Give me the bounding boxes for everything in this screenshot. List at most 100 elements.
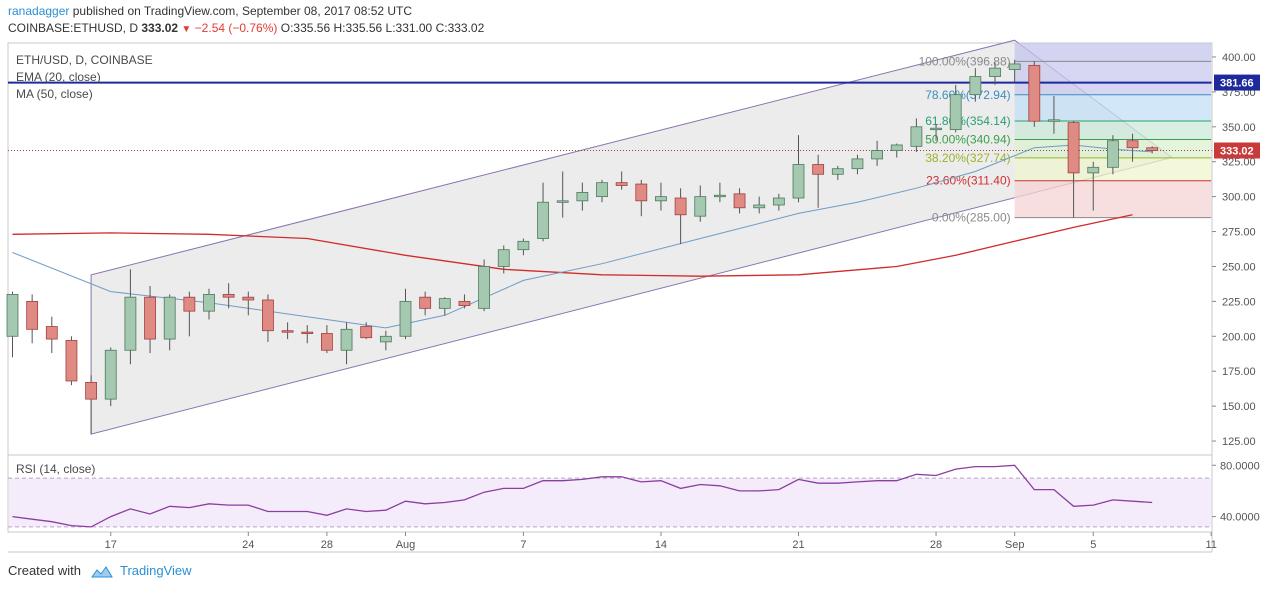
candle xyxy=(340,322,353,365)
candle xyxy=(1048,96,1060,134)
candle-body xyxy=(144,296,156,340)
time-tick-label: 21 xyxy=(792,539,804,551)
candle-body xyxy=(831,168,844,175)
candle xyxy=(1067,121,1080,218)
candle xyxy=(438,297,451,316)
candle-body xyxy=(1146,147,1159,151)
candle-body xyxy=(360,326,373,339)
candle-body xyxy=(1028,64,1041,122)
candle xyxy=(655,182,667,211)
fib-level-label: 78.60%(372.94) xyxy=(925,88,1010,102)
resistance-price-tag-box xyxy=(1214,74,1260,91)
rsi-tick-label: 40.0000 xyxy=(1220,512,1260,524)
down-arrow-icon: ▼ xyxy=(181,24,192,35)
candle xyxy=(399,288,412,340)
last-price: 333.02 xyxy=(141,21,179,35)
candle xyxy=(419,291,432,316)
tradingview-logo-icon xyxy=(90,565,113,578)
candle-body xyxy=(65,340,78,382)
candle xyxy=(714,182,726,203)
candle-body xyxy=(969,76,982,96)
candle-body xyxy=(379,335,392,343)
fib-level-label: 100.00%(396.88) xyxy=(919,54,1011,68)
candle xyxy=(458,294,471,309)
candle-body xyxy=(399,300,412,337)
candle-body xyxy=(772,197,785,206)
price-tick-label: 275.00 xyxy=(1222,227,1256,239)
price-tick-label: 325.00 xyxy=(1222,157,1256,169)
candle-body xyxy=(714,194,726,198)
candle-body xyxy=(537,201,549,239)
candle-body xyxy=(949,94,962,130)
candle xyxy=(360,322,373,340)
candle xyxy=(65,336,78,386)
candle xyxy=(812,154,825,208)
candle-body xyxy=(281,330,294,333)
candle-body xyxy=(576,192,589,202)
candle xyxy=(694,185,707,222)
candle-body xyxy=(910,126,923,147)
candle-body xyxy=(478,266,491,309)
fib-level-label: 0.00%(285.00) xyxy=(932,211,1011,225)
candle xyxy=(222,283,235,309)
rsi-band xyxy=(9,478,1211,527)
price-tick-label: 225.00 xyxy=(1222,296,1256,308)
time-tick-label: 14 xyxy=(655,539,667,551)
candle-body xyxy=(419,296,432,309)
candle xyxy=(537,182,549,242)
created-with-label: Created with xyxy=(8,563,81,578)
time-tick-label: 17 xyxy=(105,539,117,551)
price-tick-label: 175.00 xyxy=(1222,366,1256,378)
candle xyxy=(949,84,962,133)
candle-body xyxy=(753,204,766,209)
current-price-tag: 333.02 xyxy=(1220,146,1254,158)
candle xyxy=(851,154,864,175)
price-chart[interactable]: 100.00%(396.88) 78.60%(372.94) 61.80%(354.… xyxy=(0,0,1270,560)
candle-body xyxy=(183,296,196,312)
candle-body xyxy=(458,300,471,306)
candle xyxy=(969,68,982,102)
candle xyxy=(163,294,176,351)
candle xyxy=(320,325,333,354)
publish-info: ranadagger published on TradingView.com,… xyxy=(8,4,412,18)
candle xyxy=(45,316,58,354)
candle-body xyxy=(1067,122,1080,174)
candle xyxy=(831,165,844,180)
candle-body xyxy=(1048,119,1060,122)
legend-ema: EMA (20, close) xyxy=(16,70,101,84)
candle xyxy=(635,179,648,217)
candle xyxy=(890,143,903,158)
candle-body xyxy=(871,150,883,160)
candle xyxy=(104,347,117,407)
tradingview-brand[interactable]: TradingView xyxy=(120,563,192,578)
low-value: L:331.00 xyxy=(385,21,433,35)
ma50-line xyxy=(12,214,1133,277)
price-tick-label: 250.00 xyxy=(1222,261,1256,273)
candle-body xyxy=(890,144,903,151)
candle xyxy=(301,325,314,344)
time-tick-label: 24 xyxy=(242,539,254,551)
candle xyxy=(871,140,883,166)
candle-body xyxy=(792,164,805,199)
candle xyxy=(242,291,255,316)
candle xyxy=(379,330,392,351)
candle xyxy=(281,322,294,340)
rsi-line xyxy=(12,464,1153,528)
current-price-tag-box xyxy=(1214,142,1260,159)
rsi-tick-label: 80.0000 xyxy=(1220,460,1260,472)
candle xyxy=(910,118,923,152)
price-tick-label: 125.00 xyxy=(1222,436,1256,448)
candle-body xyxy=(262,299,274,332)
candle-body xyxy=(930,127,942,131)
candle-body xyxy=(655,196,667,202)
fib-level-label: 38.20%(327.74) xyxy=(925,151,1010,165)
candle-body xyxy=(163,296,176,340)
candle xyxy=(733,188,746,214)
close-value: C:333.02 xyxy=(435,21,485,35)
symbol-label: COINBASE:ETHUSD, D xyxy=(8,21,139,35)
candle-body xyxy=(1107,140,1119,168)
time-tick-label: 7 xyxy=(520,539,526,551)
candle xyxy=(989,62,1001,85)
author-link[interactable]: ranadagger xyxy=(8,4,70,18)
price-tick-label: 350.00 xyxy=(1222,122,1256,134)
